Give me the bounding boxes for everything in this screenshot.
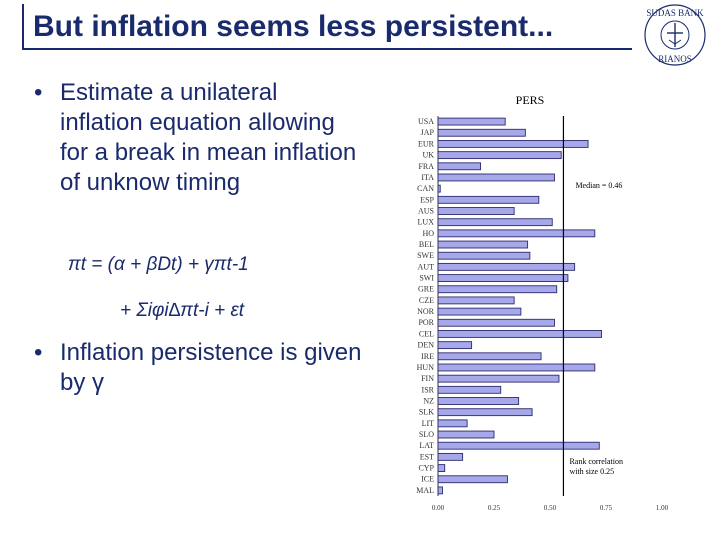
category-label: MAL — [416, 486, 434, 495]
bar-uk — [437, 151, 562, 160]
x-tick-label: 0.25 — [488, 504, 501, 512]
category-label: CAN — [417, 184, 434, 193]
bar-aut — [437, 262, 576, 271]
category-label: SLO — [419, 430, 434, 439]
bar-lit — [437, 419, 468, 428]
category-label: CZE — [419, 296, 434, 305]
equation-line-1: πt = (α + βDt) + γπt-1 — [68, 254, 249, 276]
category-label: USA — [418, 117, 434, 126]
category-label: HO — [422, 229, 434, 238]
x-tick-label: 0.00 — [432, 504, 445, 512]
bar-can — [437, 184, 441, 193]
bar-ita — [437, 173, 555, 182]
chart-title: PERS — [516, 93, 545, 107]
bar-ice — [437, 475, 508, 484]
category-label: SLK — [419, 408, 434, 417]
category-label: LIT — [422, 419, 435, 428]
bar-den — [437, 341, 473, 350]
bar-lat — [437, 441, 600, 450]
equation-2-text: + Σiφi∆πt-i + εt — [120, 300, 245, 321]
category-label: ICE — [421, 475, 434, 484]
category-label: NZ — [423, 396, 434, 405]
category-label: BEL — [419, 240, 434, 249]
title-vertical-rule — [22, 4, 24, 48]
bar-por — [437, 318, 555, 327]
bar-isr — [437, 385, 502, 394]
category-label: NOR — [417, 307, 435, 316]
bullet-dot: • — [34, 339, 43, 366]
equation-1-text: πt = (α + βDt) + γπt-1 — [68, 254, 249, 275]
bullet-item-estimate: • Estimate a unilateral inflation equati… — [34, 78, 364, 198]
category-label: JAP — [421, 128, 435, 137]
bar-nor — [437, 307, 522, 316]
bar-jap — [437, 128, 526, 137]
bar-slk — [437, 408, 533, 417]
equation-line-2: + Σiφi∆πt-i + εt — [120, 300, 244, 322]
x-tick-label: 0.75 — [600, 504, 613, 512]
bar-esp — [437, 195, 540, 204]
bar-swe — [437, 251, 531, 260]
bullet-item-persistence: • Inflation persistence is given by γ — [34, 338, 364, 398]
median-annotation: Median = 0.46 — [575, 181, 622, 190]
bar-swi — [437, 274, 569, 282]
bar-est — [437, 452, 464, 461]
category-label: SWE — [417, 251, 434, 260]
persistence-chart: PERS USA JAP EUR UK FRA ITA CAN ESP AUS LUX HO BEL SW… — [390, 88, 690, 528]
logo-bottom-text: RIANOS — [658, 54, 692, 64]
bar-lux — [437, 218, 553, 227]
bar-ho — [437, 229, 596, 238]
bar-gre — [437, 285, 558, 294]
x-tick-label: 0.50 — [544, 504, 557, 512]
logo-top-text: SUDAS BANK — [646, 8, 704, 18]
category-label: HUN — [417, 363, 435, 372]
bar-mal — [437, 486, 443, 495]
category-label: IRE — [421, 352, 434, 361]
category-label: GRE — [418, 285, 434, 294]
bar-eur — [437, 140, 589, 148]
category-label: CEL — [419, 329, 434, 338]
category-label: ESP — [420, 195, 434, 204]
category-label: LAT — [419, 441, 434, 450]
title-bar: But inflation seems less persistent... S… — [0, 0, 720, 66]
bar-usa — [437, 117, 506, 126]
category-label: ISR — [422, 385, 435, 394]
category-label: CYP — [418, 464, 434, 473]
category-label: AUT — [418, 262, 435, 271]
bullet-dot: • — [34, 79, 43, 106]
x-tick-label: 1.00 — [656, 504, 669, 512]
category-label: LUX — [418, 218, 435, 227]
category-label: EUR — [418, 139, 435, 148]
category-label: FRA — [418, 162, 434, 171]
bullet-text-persistence: Inflation persistence is given by γ — [60, 339, 362, 396]
title-underline — [22, 48, 632, 50]
bullet-list-2: • Inflation persistence is given by γ — [34, 338, 364, 398]
bar-ire — [437, 352, 542, 361]
bar-aus — [437, 207, 515, 215]
category-label: ITA — [421, 173, 434, 182]
bar-bel — [437, 240, 529, 249]
rank-correlation-annotation: Rank correlation — [569, 457, 623, 466]
category-label: EST — [420, 452, 434, 461]
bar-cze — [437, 296, 515, 305]
bar-cyp — [437, 464, 446, 472]
category-label: FIN — [421, 374, 434, 383]
bar-fin — [437, 374, 560, 383]
chart-svg: PERS USA JAP EUR UK FRA ITA CAN ESP AUS LUX HO BEL SW… — [416, 93, 669, 512]
slide-title: But inflation seems less persistent... — [33, 10, 554, 43]
bar-fra — [437, 162, 482, 171]
category-label: AUS — [418, 206, 434, 215]
bank-seal-logo: SUDAS BANK RIANOS — [644, 4, 706, 66]
bullet-text-estimate: Estimate a unilateral inflation equation… — [60, 79, 357, 196]
size-correlation-annotation: with size 0.25 — [569, 467, 614, 476]
bullet-list: • Estimate a unilateral inflation equati… — [34, 78, 364, 198]
bar-nz — [437, 397, 520, 405]
bar-hun — [437, 363, 596, 372]
category-label: UK — [422, 151, 434, 160]
bar-slo — [437, 430, 495, 439]
bar-cel — [437, 330, 602, 338]
category-label: DEN — [418, 341, 435, 350]
category-label: POR — [418, 318, 434, 327]
category-label: SWI — [419, 274, 434, 283]
